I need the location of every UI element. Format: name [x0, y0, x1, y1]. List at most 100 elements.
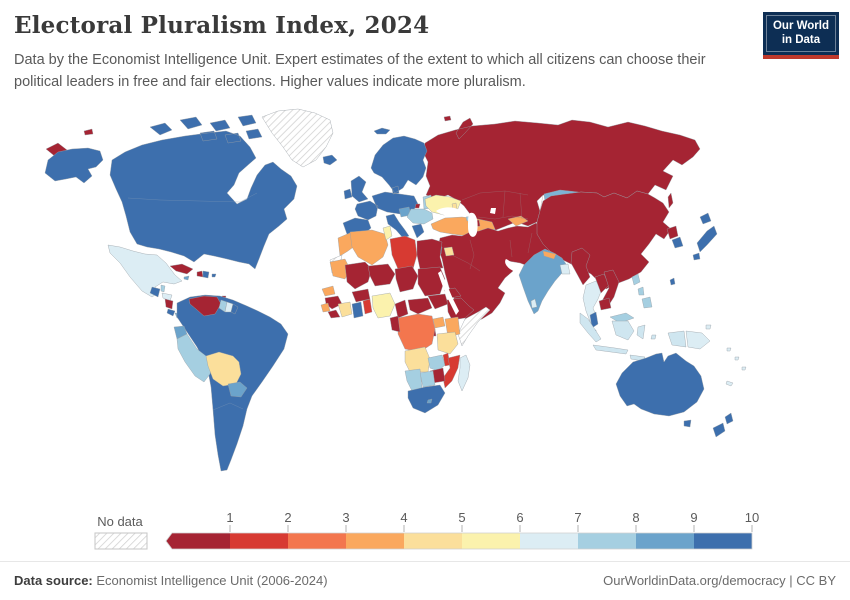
page-title: Electoral Pluralism Index, 2024 [14, 12, 430, 39]
country-somalia[interactable] [457, 306, 491, 347]
country-nicaragua[interactable] [164, 298, 174, 310]
country-australia[interactable] [615, 352, 705, 428]
country-cote-divoire[interactable] [337, 301, 353, 318]
country-tanzania[interactable] [436, 331, 459, 355]
footer: Data source: Economist Intelligence Unit… [0, 561, 850, 588]
country-vietnam[interactable] [601, 269, 620, 309]
country-greenland[interactable] [261, 108, 334, 168]
country-liberia[interactable] [327, 309, 341, 319]
country-taiwan[interactable] [669, 277, 676, 286]
tick-label-10: 10 [745, 510, 759, 525]
legend-bin-2[interactable] [288, 533, 346, 549]
caspian-sea [468, 212, 478, 237]
country-cameroon[interactable] [394, 299, 409, 319]
no-data-swatch[interactable] [94, 532, 148, 550]
owid-url-link[interactable]: OurWorldinData.org/democracy | CC BY [603, 573, 836, 588]
country-angola[interactable] [404, 346, 431, 373]
country-venezuela[interactable] [188, 295, 222, 317]
country-algeria[interactable] [349, 229, 389, 266]
country-sri-lanka[interactable] [530, 298, 538, 309]
country-french-guiana[interactable] [230, 303, 239, 315]
tick-label-4: 4 [400, 510, 407, 525]
chart-subtitle: Data by the Economist Intelligence Unit.… [14, 52, 706, 90]
country-cambodia[interactable] [598, 297, 612, 311]
country-madagascar[interactable] [457, 354, 471, 392]
country-puerto-rico[interactable] [211, 273, 217, 278]
country-new-caledonia[interactable] [725, 380, 734, 387]
tick-label-9: 9 [690, 510, 697, 525]
country-sudan[interactable] [417, 266, 446, 297]
country-paraguay[interactable] [227, 381, 248, 398]
country-uganda[interactable] [432, 316, 446, 329]
country-costa-rica[interactable] [166, 308, 176, 317]
map-legend: No data 1 2 3 4 5 6 7 8 9 10 [94, 510, 759, 550]
country-niger[interactable] [367, 263, 396, 287]
owid-logo-text: Our World in Data [765, 15, 836, 52]
legend-bin-8[interactable] [636, 533, 694, 549]
country-lesotho[interactable] [426, 398, 433, 404]
country-south-korea[interactable] [671, 236, 684, 249]
legend-bin-6[interactable] [520, 533, 578, 549]
country-senegal[interactable] [321, 285, 336, 297]
country-guatemala[interactable] [149, 286, 161, 298]
country-peru[interactable] [176, 333, 213, 383]
border-south-america [212, 402, 244, 411]
legend-bin-4[interactable] [404, 533, 462, 549]
country-central-african-republic[interactable] [407, 297, 433, 315]
country-congo-gabon[interactable] [389, 315, 401, 333]
country-sierra-leone[interactable] [320, 302, 331, 313]
country-haiti[interactable] [196, 270, 204, 278]
country-india[interactable] [518, 248, 567, 315]
border-us-canada [127, 192, 258, 203]
country-myanmar[interactable] [570, 247, 591, 286]
country-philippines[interactable] [631, 273, 653, 309]
country-burkina-faso[interactable] [351, 288, 371, 303]
country-namibia[interactable] [404, 368, 423, 392]
country-bolivia[interactable] [205, 351, 242, 387]
owid-logo[interactable]: Our World in Data [762, 12, 839, 59]
country-bangladesh[interactable] [559, 263, 571, 275]
country-western-europe[interactable] [342, 127, 428, 244]
country-mali[interactable] [344, 261, 373, 290]
country-libya[interactable] [389, 235, 418, 270]
tick-label-2: 2 [284, 510, 291, 525]
country-pacific-islands[interactable] [726, 347, 747, 371]
country-canada-usa[interactable] [44, 114, 298, 270]
country-iceland[interactable] [322, 154, 338, 166]
country-nigeria[interactable] [371, 292, 396, 319]
tick-label-5: 5 [458, 510, 465, 525]
country-mexico[interactable] [107, 244, 183, 298]
legend-bin-7[interactable] [578, 533, 636, 549]
country-dr-congo[interactable] [397, 313, 436, 353]
country-egypt[interactable] [416, 238, 444, 270]
legend-bin-9[interactable] [694, 533, 752, 549]
country-mozambique[interactable] [442, 354, 461, 389]
country-north-korea[interactable] [666, 225, 679, 240]
country-ghana[interactable] [351, 301, 364, 319]
legend-bin-3[interactable] [346, 533, 404, 549]
country-jamaica[interactable] [183, 275, 190, 281]
legend-bin-0[interactable] [166, 533, 230, 549]
country-nepal[interactable] [542, 250, 557, 260]
country-tunisia[interactable] [382, 225, 393, 241]
country-balkans[interactable] [406, 208, 434, 225]
country-south-africa[interactable] [407, 384, 446, 414]
country-new-zealand[interactable] [712, 412, 734, 438]
red-sea [438, 271, 459, 315]
country-kaliningrad[interactable] [414, 203, 421, 209]
country-japan[interactable] [692, 212, 718, 261]
country-belize[interactable] [160, 284, 166, 293]
legend-bin-1[interactable] [230, 533, 288, 549]
aral-sea [490, 208, 496, 214]
country-cuba[interactable] [169, 263, 194, 275]
country-chad[interactable] [394, 265, 419, 293]
country-botswana[interactable] [419, 370, 436, 388]
country-guinea[interactable] [324, 295, 343, 310]
country-kenya[interactable] [444, 316, 461, 338]
country-jordan[interactable] [443, 246, 455, 257]
country-zambia[interactable] [427, 354, 446, 372]
country-dominican-republic[interactable] [202, 270, 210, 279]
country-togo-benin[interactable] [362, 298, 373, 315]
country-papua-new-guinea[interactable] [685, 324, 712, 350]
legend-bin-5[interactable] [462, 533, 520, 549]
